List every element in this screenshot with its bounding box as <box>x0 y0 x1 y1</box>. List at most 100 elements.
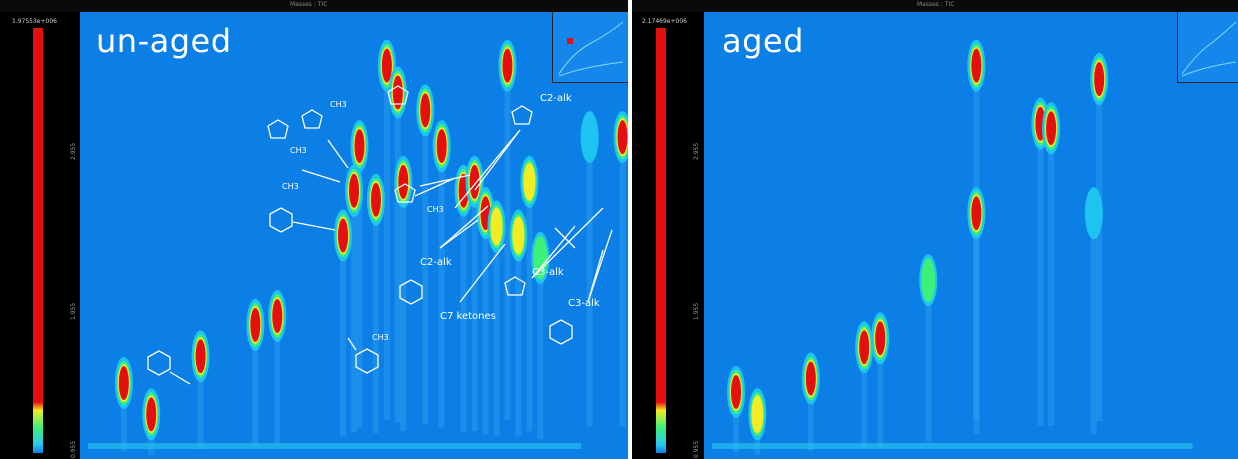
heatmap-peak <box>580 111 599 164</box>
thiophene-structure <box>267 119 289 139</box>
methyl-label: CH3 <box>290 146 307 155</box>
unaged-panel: Masses : TIC 1.97553e+006 2.955 1.955 0.… <box>0 0 628 459</box>
c3-alk-benzene <box>549 319 573 345</box>
heatmap-peak <box>1084 187 1103 240</box>
heatmap-svg-aged <box>712 39 1193 455</box>
peak-streak <box>586 137 593 427</box>
methylcyclohexene-structure <box>355 348 379 374</box>
plot-area-unaged <box>80 12 628 459</box>
panel-label: aged <box>722 22 804 60</box>
annotation-label: C3-alk <box>568 298 600 309</box>
scale-max-label: 2.17469e+006 <box>642 18 687 25</box>
annotation-overlay <box>147 85 613 385</box>
heatmap-peak <box>805 361 816 396</box>
heatmap-peak <box>469 164 480 199</box>
benzene-structure <box>147 350 171 376</box>
heatmap-peak <box>354 129 365 164</box>
heatmap-peak <box>751 395 764 434</box>
heatmap-peak <box>502 48 513 83</box>
heatmap-peak <box>512 216 525 255</box>
heatmap-peak <box>523 162 536 201</box>
toluene-structure <box>269 207 293 233</box>
top-bar: Masses : TIC <box>0 0 628 12</box>
peak-streak <box>515 235 522 437</box>
heatmap-peak <box>1046 111 1057 146</box>
y-tick: 1.955 <box>693 302 700 320</box>
peak-streak <box>120 383 127 452</box>
heatmap-peak <box>338 218 349 253</box>
overview-inset <box>552 12 628 83</box>
peak-streak <box>1090 213 1097 435</box>
heatmap-peak <box>349 173 359 208</box>
peak-streak <box>537 257 544 439</box>
peak-streak <box>351 190 357 433</box>
heatmap-peak <box>420 93 431 128</box>
peak-streak <box>1048 128 1055 426</box>
cyclopentene-structure <box>387 85 409 105</box>
peak-streak <box>493 226 500 436</box>
inset-svg <box>1181 21 1237 77</box>
inset-svg <box>558 21 624 77</box>
peak-streak <box>973 213 980 435</box>
peak-streak <box>383 65 390 420</box>
annotation-label: C2-alk <box>540 93 572 104</box>
peak-streak <box>197 356 204 449</box>
peak-streak <box>807 378 814 451</box>
peak-streak <box>471 181 478 432</box>
aged-panel: Masses : TIC 2.17469e+006 2.955 1.955 0.… <box>632 0 1238 459</box>
baseline-band <box>712 443 1193 449</box>
top-bar: Masses : TIC <box>632 0 1238 12</box>
scale-max-label: 1.97553e+006 <box>12 18 57 25</box>
panel-label: un-aged <box>96 22 232 60</box>
heatmap-peak <box>381 48 392 83</box>
peak-streak <box>861 347 868 448</box>
heatmap-peak <box>859 330 870 365</box>
c3-alk-ring <box>504 276 526 296</box>
peak-streak <box>733 391 740 453</box>
methyl-label: CH3 <box>282 182 299 191</box>
heatmap-peak <box>617 120 628 155</box>
peak-streak <box>925 280 932 442</box>
heatmap-peak <box>272 298 283 333</box>
y-tick: 2.955 <box>693 142 700 160</box>
heatmap-peak <box>250 307 261 342</box>
top-title: Masses : TIC <box>290 1 328 8</box>
methylthiophene-structure <box>394 183 416 203</box>
peak-streak <box>252 324 259 446</box>
peak-streak <box>400 181 407 432</box>
peak-streak <box>619 137 626 427</box>
y-tick: 0.955 <box>693 440 700 458</box>
heatmap-peak <box>392 75 403 110</box>
heatmap-peak <box>118 366 129 401</box>
heatmap-peak <box>533 235 548 280</box>
peak-streak <box>274 315 281 445</box>
top-title: Masses : TIC <box>917 1 955 8</box>
heatmap-peak <box>971 196 982 231</box>
heatmap-peak <box>436 129 447 164</box>
peak-streak <box>372 199 379 434</box>
plot-area-aged <box>704 12 1238 459</box>
heatmap-peak <box>921 258 936 303</box>
heatmap-peak <box>398 164 409 199</box>
peak-streak <box>422 110 429 425</box>
annotation-label: C3-alk <box>532 267 564 278</box>
color-scale-bar <box>33 28 43 453</box>
heatmap-peak <box>1094 62 1105 97</box>
annotation-label: C7 ketones <box>440 311 496 322</box>
peak-streak <box>394 92 401 423</box>
methyl-label: CH3 <box>330 100 347 109</box>
heatmap-peak <box>490 207 503 246</box>
peak-streak <box>526 181 533 432</box>
peak-streak <box>460 190 467 433</box>
peak-streak <box>482 213 489 435</box>
annotation-label: C2-alk <box>420 257 452 268</box>
heatmap-svg-unaged <box>88 39 628 455</box>
baseline-band <box>88 443 582 449</box>
heatmap-peak <box>146 397 157 432</box>
methyl-label: CH3 <box>427 205 444 214</box>
heatmap-peak <box>971 48 982 83</box>
peak-streak <box>438 146 445 428</box>
c2-alk-ring <box>511 105 533 125</box>
heatmap-peak <box>370 182 381 217</box>
color-scale-bar <box>656 28 666 453</box>
